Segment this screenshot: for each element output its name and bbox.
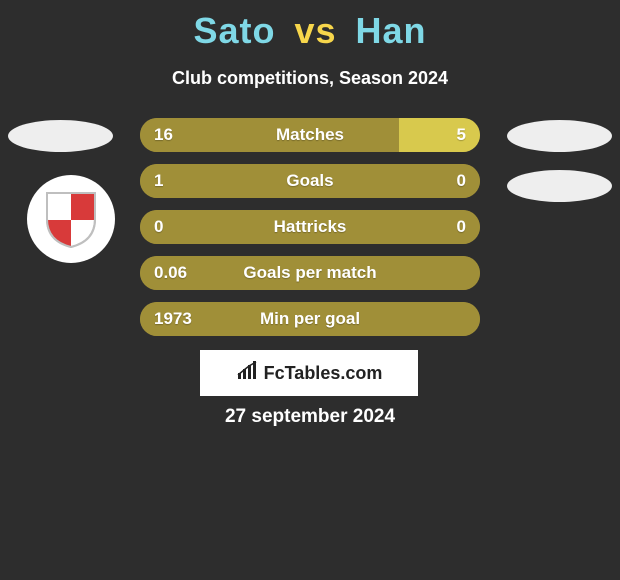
stat-bar-row: 165Matches (140, 118, 480, 152)
stat-bars: 165Matches 10Goals 00Hattricks 0.06Goals pe… (140, 118, 480, 348)
player1-club-badge (27, 175, 115, 263)
chart-icon (236, 361, 258, 386)
player2-name: Han (356, 10, 427, 51)
player2-photo-placeholder (507, 120, 612, 152)
bar-label: Goals per match (140, 263, 480, 283)
shield-icon (45, 189, 97, 249)
bar-label: Matches (140, 125, 480, 145)
page-title: Sato vs Han (0, 0, 620, 52)
player2-club-placeholder (507, 170, 612, 202)
player1-name: Sato (193, 10, 275, 51)
subtitle: Club competitions, Season 2024 (0, 68, 620, 89)
stat-bar-row: 10Goals (140, 164, 480, 198)
bar-label: Goals (140, 171, 480, 191)
infographic-container: Sato vs Han Club competitions, Season 20… (0, 0, 620, 580)
site-name: FcTables.com (264, 363, 383, 384)
stat-bar-row: 00Hattricks (140, 210, 480, 244)
site-branding-box[interactable]: FcTables.com (200, 350, 418, 396)
player1-photo-placeholder (8, 120, 113, 152)
bar-label: Hattricks (140, 217, 480, 237)
vs-label: vs (294, 10, 336, 51)
stat-bar-row: 0.06Goals per match (140, 256, 480, 290)
date-label: 27 september 2024 (0, 406, 620, 428)
bar-label: Min per goal (140, 309, 480, 329)
stat-bar-row: 1973Min per goal (140, 302, 480, 336)
